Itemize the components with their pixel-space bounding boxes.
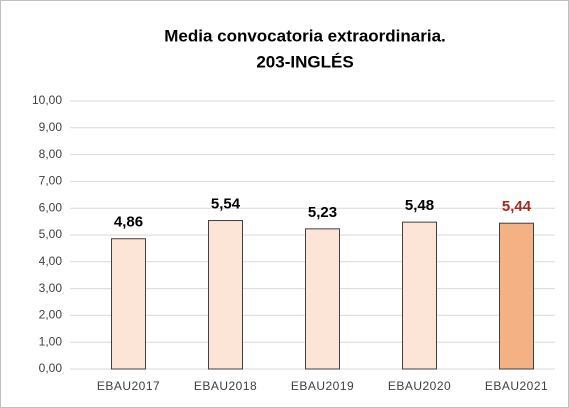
y-tick-label: 10,00	[32, 93, 62, 107]
chart-title: Media convocatoria extraordinaria.	[164, 26, 446, 45]
x-tick-label: EBAU2018	[194, 379, 257, 393]
chart-title: 203-INGLÉS	[256, 52, 353, 71]
x-tick-label: EBAU2020	[388, 379, 451, 393]
bar	[305, 228, 340, 370]
data-label: 5,23	[308, 204, 337, 221]
data-label: 5,48	[405, 197, 434, 214]
y-tick-label: 4,00	[39, 254, 63, 268]
bar	[208, 220, 243, 370]
y-tick-label: 5,00	[39, 227, 63, 241]
y-tick-label: 9,00	[39, 120, 63, 134]
y-tick-label: 0,00	[39, 361, 63, 375]
y-tick-label: 3,00	[39, 281, 63, 295]
bar	[111, 238, 146, 370]
data-label: 5,54	[211, 195, 241, 212]
x-tick-label: EBAU2019	[291, 379, 354, 393]
y-tick-label: 2,00	[39, 308, 63, 322]
bar	[499, 222, 534, 370]
data-label: 5,44	[502, 198, 532, 215]
y-tick-label: 7,00	[39, 174, 63, 188]
bar	[402, 221, 437, 370]
y-tick-label: 8,00	[39, 147, 63, 161]
y-tick-label: 6,00	[39, 200, 63, 214]
y-tick-label: 1,00	[39, 334, 63, 348]
x-tick-label: EBAU2021	[485, 379, 548, 393]
x-tick-label: EBAU2017	[97, 379, 160, 393]
data-label: 4,86	[114, 214, 143, 231]
